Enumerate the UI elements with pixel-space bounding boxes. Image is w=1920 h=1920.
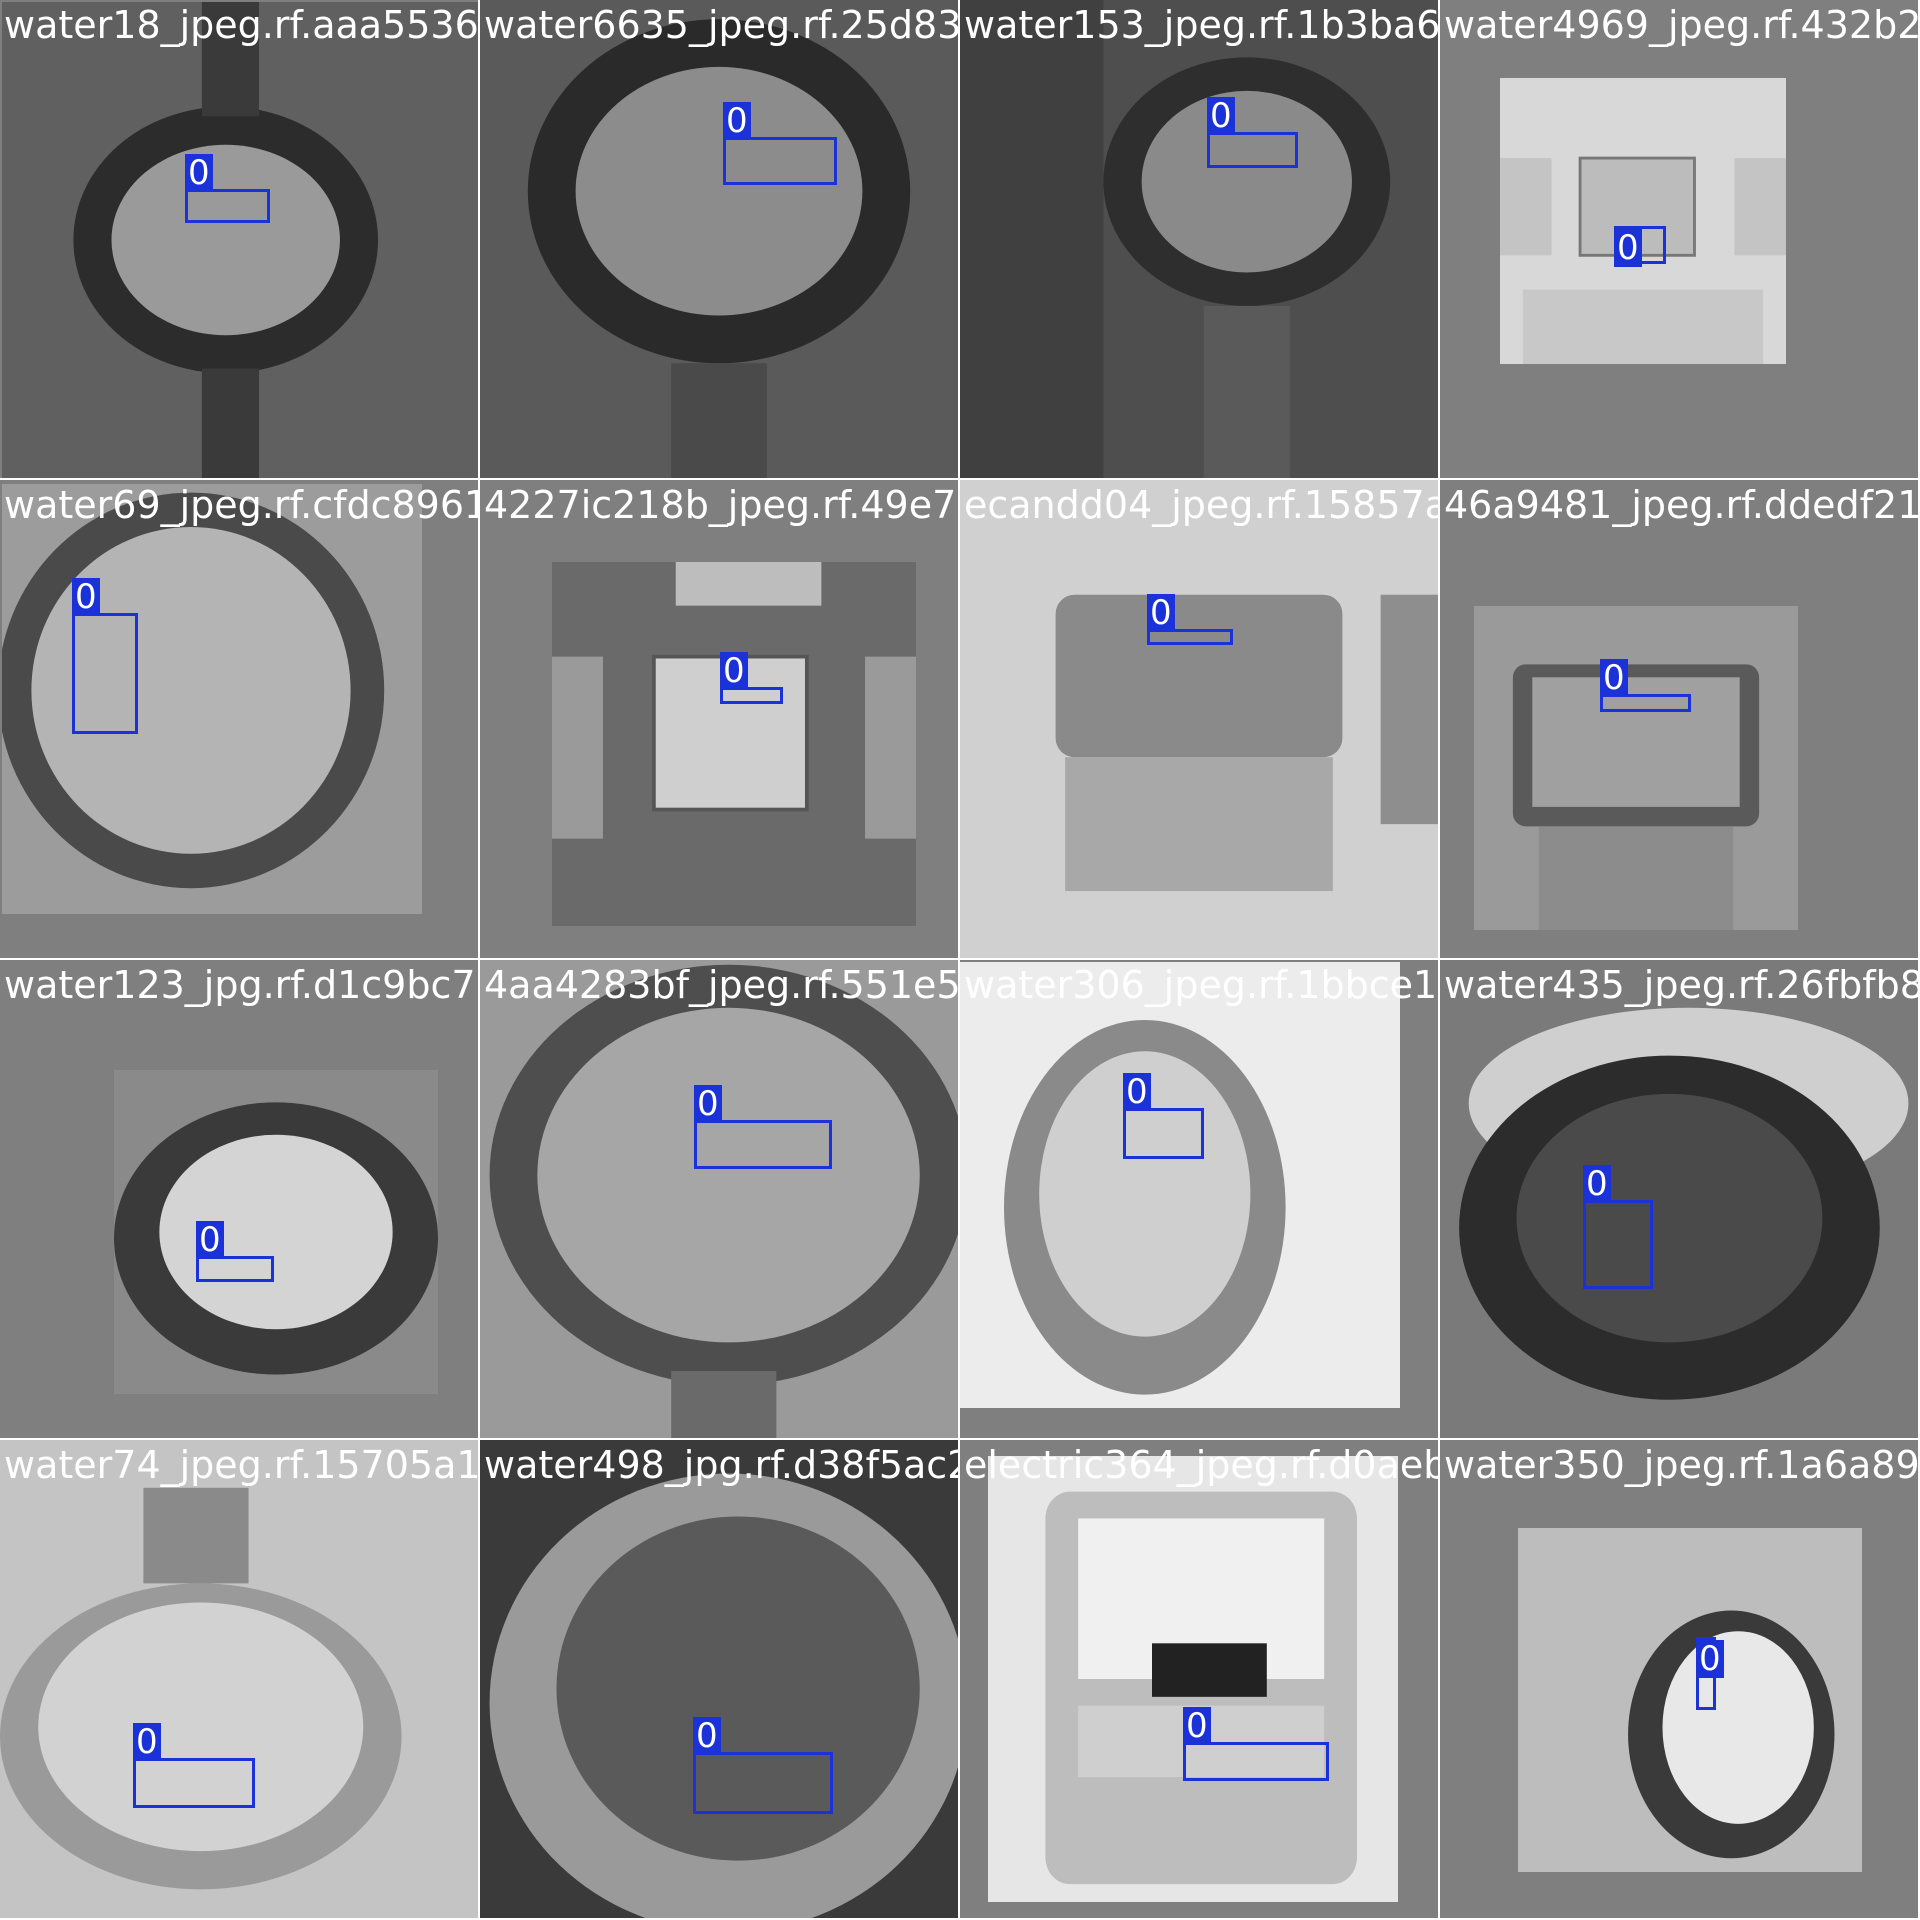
detection-box: 0 bbox=[1583, 1165, 1653, 1289]
image-filename: water306_jpeg.rf.1bbce154c bbox=[964, 963, 1438, 1007]
image-filename: 4227ic218b_jpeg.rf.49e77427 bbox=[484, 483, 958, 527]
image-filename: water4969_jpeg.rf.432b2827 bbox=[1444, 3, 1918, 47]
mosaic-tile: water306_jpeg.rf.1bbce154c 0 bbox=[960, 960, 1438, 1438]
mosaic-tile: water18_jpeg.rf.aaa553639 0 bbox=[0, 0, 478, 478]
meter-photo bbox=[960, 480, 1438, 958]
meter-photo bbox=[1474, 606, 1798, 930]
image-filename: water6635_jpeg.rf.25d8306bfe bbox=[484, 3, 958, 47]
class-label: 0 bbox=[693, 1717, 721, 1755]
detection-box: 0 bbox=[694, 1085, 832, 1169]
mosaic-tile: water153_jpeg.rf.1b3ba65f5 0 bbox=[960, 0, 1438, 478]
class-label: 0 bbox=[723, 102, 751, 140]
mosaic-tile: water6635_jpeg.rf.25d8306bfe 0 bbox=[480, 0, 958, 478]
image-filename: 4aa4283bf_jpeg.rf.551e5a4f4 bbox=[484, 963, 958, 1007]
meter-photo bbox=[480, 960, 958, 1438]
detection-box: 0 bbox=[1183, 1707, 1329, 1781]
mosaic-tile: water350_jpeg.rf.1a6a8954b8 0 bbox=[1440, 1440, 1918, 1918]
mosaic-tile: water4969_jpeg.rf.432b2827 0 bbox=[1440, 0, 1918, 478]
class-label: 0 bbox=[196, 1221, 224, 1259]
image-filename: water153_jpeg.rf.1b3ba65f5 bbox=[964, 3, 1438, 47]
class-label: 0 bbox=[720, 652, 748, 690]
image-filename: water350_jpeg.rf.1a6a8954b8 bbox=[1444, 1443, 1918, 1487]
image-filename: water74_jpeg.rf.15705a111 bbox=[4, 1443, 478, 1487]
class-label: 0 bbox=[1614, 229, 1642, 267]
image-filename: water18_jpeg.rf.aaa553639 bbox=[4, 3, 478, 47]
class-label: 0 bbox=[694, 1085, 722, 1123]
meter-photo bbox=[988, 1456, 1398, 1902]
detection-box: 0 bbox=[1207, 97, 1298, 168]
mosaic-tile: 46a9481_jpeg.rf.ddedf21b8 0 bbox=[1440, 480, 1918, 958]
detection-box: 0 bbox=[72, 578, 138, 734]
meter-photo bbox=[2, 2, 478, 478]
class-label: 0 bbox=[1583, 1165, 1611, 1203]
class-label: 0 bbox=[133, 1723, 161, 1761]
meter-photo bbox=[114, 1070, 438, 1394]
meter-photo bbox=[960, 0, 1438, 478]
class-label: 0 bbox=[72, 578, 100, 616]
mosaic-tile: 4aa4283bf_jpeg.rf.551e5a4f4 0 bbox=[480, 960, 958, 1438]
detection-box: 0 bbox=[196, 1221, 274, 1282]
detection-box: 0 bbox=[185, 154, 270, 223]
class-label: 0 bbox=[1123, 1073, 1151, 1111]
meter-photo bbox=[552, 562, 916, 926]
detection-box: 0 bbox=[1147, 594, 1233, 645]
meter-photo bbox=[1500, 78, 1786, 364]
detection-box: 0 bbox=[1614, 226, 1666, 267]
mosaic-tile: water74_jpeg.rf.15705a111 0 bbox=[0, 1440, 478, 1918]
class-label: 0 bbox=[185, 154, 213, 192]
mosaic-tile: electric364_jpeg.rf.d0aebd8 0 bbox=[960, 1440, 1438, 1918]
class-label: 0 bbox=[1600, 659, 1628, 697]
meter-photo bbox=[960, 962, 1400, 1408]
detection-box: 0 bbox=[1600, 659, 1691, 712]
image-filename: electric364_jpeg.rf.d0aebd8 bbox=[964, 1443, 1438, 1487]
class-label: 0 bbox=[1147, 594, 1175, 632]
class-label: 0 bbox=[1183, 1707, 1211, 1745]
mosaic-tile: water69_jpeg.rf.cfdc8961b0d 0 bbox=[0, 480, 478, 958]
class-label: 0 bbox=[1696, 1640, 1724, 1678]
meter-photo bbox=[1440, 960, 1918, 1438]
mosaic-tile: water123_jpg.rf.d1c9bc7666 0 bbox=[0, 960, 478, 1438]
detection-box: 0 bbox=[1696, 1637, 1724, 1710]
detection-box: 0 bbox=[693, 1717, 833, 1814]
meter-photo bbox=[1518, 1528, 1862, 1872]
meter-photo bbox=[0, 1440, 478, 1918]
class-label: 0 bbox=[1207, 97, 1235, 135]
image-filename: water435_jpeg.rf.26fbfb8929 bbox=[1444, 963, 1918, 1007]
mosaic-tile: water498_jpg.rf.d38f5ac2d0a 0 bbox=[480, 1440, 958, 1918]
mosaic-tile: water435_jpeg.rf.26fbfb8929 0 bbox=[1440, 960, 1918, 1438]
mosaic-tile: ecandd04_jpeg.rf.15857a85 0 bbox=[960, 480, 1438, 958]
image-filename: water123_jpg.rf.d1c9bc7666 bbox=[4, 963, 478, 1007]
image-filename: 46a9481_jpeg.rf.ddedf21b8 bbox=[1444, 483, 1918, 527]
image-filename: water69_jpeg.rf.cfdc8961b0d bbox=[4, 483, 478, 527]
image-filename: ecandd04_jpeg.rf.15857a85 bbox=[964, 483, 1438, 527]
image-filename: water498_jpg.rf.d38f5ac2d0a bbox=[484, 1443, 958, 1487]
meter-photo bbox=[2, 484, 422, 914]
detection-box: 0 bbox=[1123, 1073, 1204, 1159]
mosaic-tile: 4227ic218b_jpeg.rf.49e77427 0 bbox=[480, 480, 958, 958]
meter-photo bbox=[480, 1440, 958, 1918]
detection-box: 0 bbox=[133, 1723, 255, 1808]
meter-photo bbox=[480, 0, 958, 478]
detection-box: 0 bbox=[723, 102, 837, 185]
detection-box: 0 bbox=[720, 652, 783, 704]
